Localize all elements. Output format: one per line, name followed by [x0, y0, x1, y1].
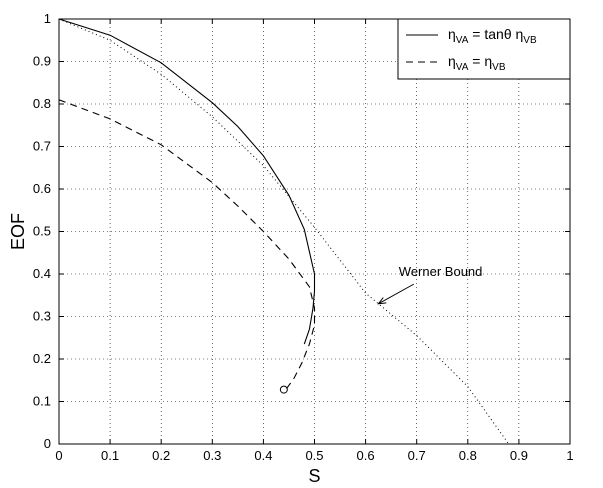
annotation-text: Werner Bound — [399, 264, 483, 279]
x-tick-label: 0.6 — [357, 448, 375, 463]
x-tick-label: 0.4 — [254, 448, 272, 463]
y-tick-label: 0.3 — [33, 309, 51, 324]
y-tick-label: 0.4 — [33, 266, 51, 281]
y-tick-label: 1 — [44, 11, 51, 26]
legend-label: ηVA = ηVB — [448, 53, 506, 73]
y-axis-label: EOF — [8, 213, 28, 250]
series-line-solid — [58, 18, 316, 345]
x-tick-label: 0.7 — [408, 448, 426, 463]
annotation-arrow-line — [378, 283, 415, 305]
series-layer — [58, 18, 510, 445]
annotations: Werner Bound — [377, 264, 483, 305]
y-tick-label: 0.5 — [33, 224, 51, 239]
series-line-dashed — [58, 99, 316, 390]
y-tick-label: 0.9 — [33, 54, 51, 69]
legend: ηVA = tanθ ηVB ηVA = ηVB — [397, 18, 571, 80]
x-tick-label: 0.8 — [459, 448, 477, 463]
axis-ticks: 0 0.1 0.2 0.3 0.4 0.5 0.6 0.7 0.8 0.9 1 0 0.1 0.2 0.3 0… — [33, 11, 574, 463]
annotation-arrow-head — [377, 297, 387, 305]
x-tick-label: 0.5 — [305, 448, 323, 463]
y-tick-label: 0.6 — [33, 181, 51, 196]
y-tick-label: 0.7 — [33, 139, 51, 154]
y-tick-label: 0.2 — [33, 351, 51, 366]
grid-lines — [59, 19, 570, 444]
x-tick-label: 0.3 — [203, 448, 221, 463]
x-tick-label: 0 — [55, 448, 62, 463]
x-tick-label: 0.2 — [152, 448, 170, 463]
legend-label: ηVA = tanθ ηVB — [448, 26, 537, 46]
x-tick-label: 0.1 — [101, 448, 119, 463]
y-tick-label: 0.8 — [33, 96, 51, 111]
legend-box — [397, 18, 571, 80]
x-tick-label: 1 — [566, 448, 573, 463]
x-tick-label: 0.9 — [510, 448, 528, 463]
series-end-marker — [279, 385, 288, 394]
y-tick-label: 0.1 — [33, 394, 51, 409]
y-tick-label: 0 — [44, 436, 51, 451]
x-axis-label: S — [308, 466, 320, 486]
